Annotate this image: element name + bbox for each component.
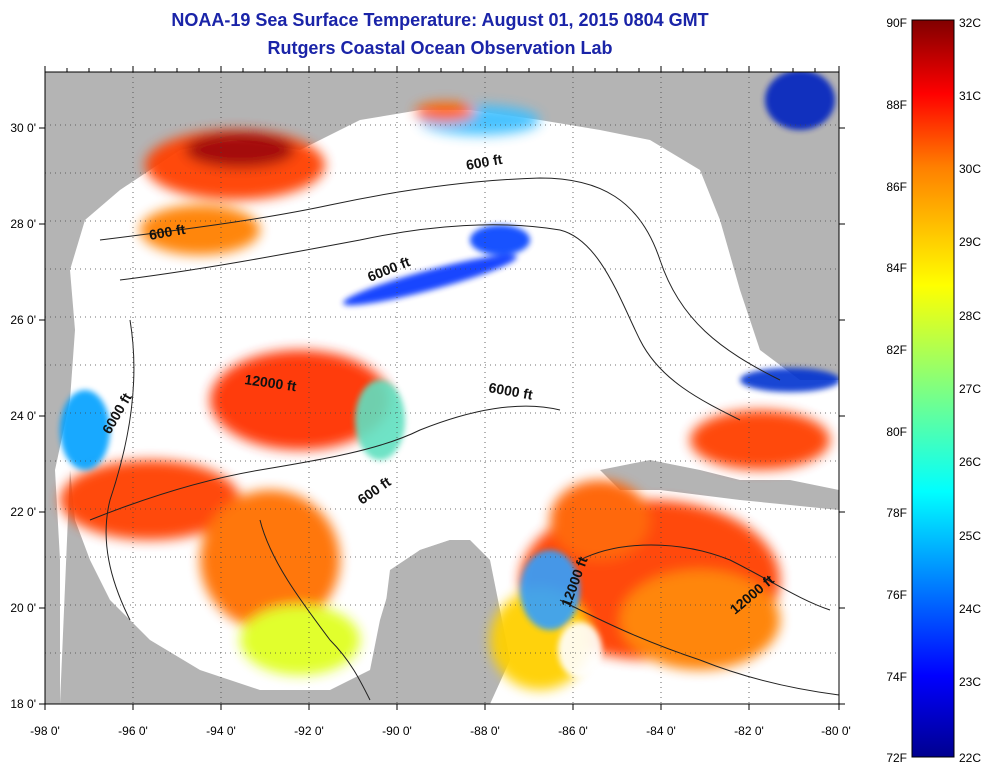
colorbar-f-label: 82F [886,343,907,357]
colorbar-f-label: 74F [886,670,907,684]
colorbar-c-label: 31C [959,89,981,103]
nodata-cloud-caribbean [558,622,602,678]
sst-patch-campeche-yellow [240,605,360,675]
colorbar-c-label: 24C [959,602,981,616]
x-tick-label: -96 0' [118,724,148,738]
colorbar-c-label: 28C [959,309,981,323]
sst-patch-central-green [355,380,405,460]
sst-patch-cloud-north [765,72,835,130]
colorbar-f-label: 88F [886,98,907,112]
sst-patch-louisiana-hot [185,132,295,168]
colorbar-c-label: 29C [959,235,981,249]
colorbar-c-label: 25C [959,529,981,543]
x-tick-label: -92 0' [294,724,324,738]
colorbar-f-label: 86F [886,180,907,194]
sst-patch-bay-campeche [200,490,340,630]
colorbar-c-label: 26C [959,455,981,469]
x-tick-label: -90 0' [382,724,412,738]
sst-patch-texas-shelf [140,205,260,255]
colorbar-c-label: 27C [959,382,981,396]
sst-patch-caribbean-orange [620,570,780,670]
sst-patch-cool-band [343,254,517,306]
yucatan-land [380,540,510,704]
colorbar-f-label: 80F [886,425,907,439]
map-title: NOAA-19 Sea Surface Temperature: August … [171,10,709,30]
colorbar-f-label: 72F [886,751,907,765]
colorbar-f-label: 84F [886,261,907,275]
map-subtitle: Rutgers Coastal Ocean Observation Lab [267,38,613,58]
x-tick-label: -94 0' [206,724,236,738]
y-tick-label: 26 0' [10,313,36,327]
y-tick-label: 28 0' [10,217,36,231]
sst-patch-cozumel-blue [520,550,580,630]
sst-patch-alabama [415,102,475,122]
x-tick-label: -80 0' [821,724,851,738]
sst-patch-florida-straits [690,410,830,470]
x-tick-label: -98 0' [30,724,60,738]
sst-patch-yucatan-channel [550,480,650,560]
y-tick-label: 18 0' [10,697,36,711]
colorbar-c-label: 22C [959,751,981,765]
temperature-colorbar [911,19,955,758]
colorbar-c-label: 32C [959,16,981,30]
graticule [45,72,839,704]
y-tick-label: 20 0' [10,601,36,615]
florida-land [660,72,839,370]
tick-marks [39,66,845,710]
x-tick-label: -86 0' [558,724,588,738]
sst-patch-mexico-coast [60,460,240,540]
sst-patch-west-edge [60,390,110,470]
colorbar-f-label: 76F [886,588,907,602]
sst-patch-central-west [210,350,390,450]
sst-patch-keys-cool [740,368,839,392]
contour-label: 600 ft [148,221,187,243]
contour-label: 6000 ft [487,379,534,403]
sst-patch-cool-center [470,225,530,255]
colorbar-f-label: 78F [886,506,907,520]
colorbar-c-label: 23C [959,675,981,689]
y-tick-label: 22 0' [10,505,36,519]
contour-label: 12000 ft [244,371,298,394]
x-tick-label: -84 0' [646,724,676,738]
y-tick-label: 30 0' [10,121,36,135]
y-tick-label: 24 0' [10,409,36,423]
contour-label: 600 ft [465,151,504,173]
colorbar-f-label: 90F [886,16,907,30]
map-frame [44,71,840,705]
x-tick-label: -82 0' [734,724,764,738]
cuba-land [600,460,839,510]
bathymetry-contours [89,177,839,701]
x-tick-label: -88 0' [470,724,500,738]
colorbar-c-label: 30C [959,162,981,176]
